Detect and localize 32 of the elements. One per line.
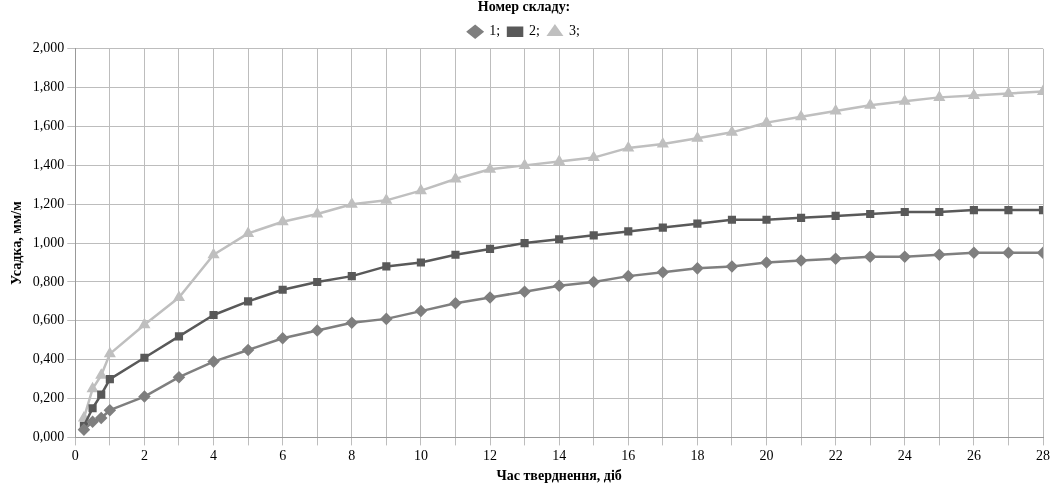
x-tick-label: 8 [348, 448, 356, 464]
x-tick-label: 2 [140, 448, 148, 464]
y-tick-label: 2,000 [32, 40, 65, 56]
y-tick-label: 1,400 [32, 157, 65, 173]
legend-title: Номер складу: [477, 0, 571, 14]
y-tick-label: 1,200 [32, 195, 65, 211]
legend-label: 1; [489, 23, 501, 39]
y-tick-label: 0,800 [32, 273, 65, 289]
x-tick-label: 14 [552, 448, 567, 464]
x-tick-label: 20 [759, 448, 774, 464]
x-tick-label: 16 [621, 448, 636, 464]
x-tick-label: 22 [828, 448, 843, 464]
x-tick-label: 24 [897, 448, 912, 464]
x-axis-title: Час тверднення, діб [496, 468, 622, 484]
y-tick-label: 1,600 [32, 118, 65, 134]
x-tick-label: 6 [279, 448, 287, 464]
x-tick-label: 4 [210, 448, 218, 464]
legend-label: 3; [568, 23, 580, 39]
x-tick-label: 10 [413, 448, 428, 464]
y-tick-label: 0,600 [32, 312, 65, 328]
x-tick-label: 28 [1036, 448, 1050, 464]
x-tick-label: 0 [71, 448, 79, 464]
y-tick-label: 1,000 [32, 234, 65, 250]
x-tick-label: 26 [966, 448, 981, 464]
legend-label: 2; [529, 23, 540, 39]
y-tick-label: 0,200 [32, 390, 65, 406]
y-tick-label: 0,400 [32, 351, 65, 367]
x-tick-label: 18 [690, 448, 705, 464]
y-axis-title: Усадка, мм/м [9, 200, 25, 285]
y-tick-label: 1,800 [32, 79, 65, 95]
x-tick-label: 12 [483, 448, 498, 464]
y-tick-label: 0,000 [32, 429, 65, 445]
